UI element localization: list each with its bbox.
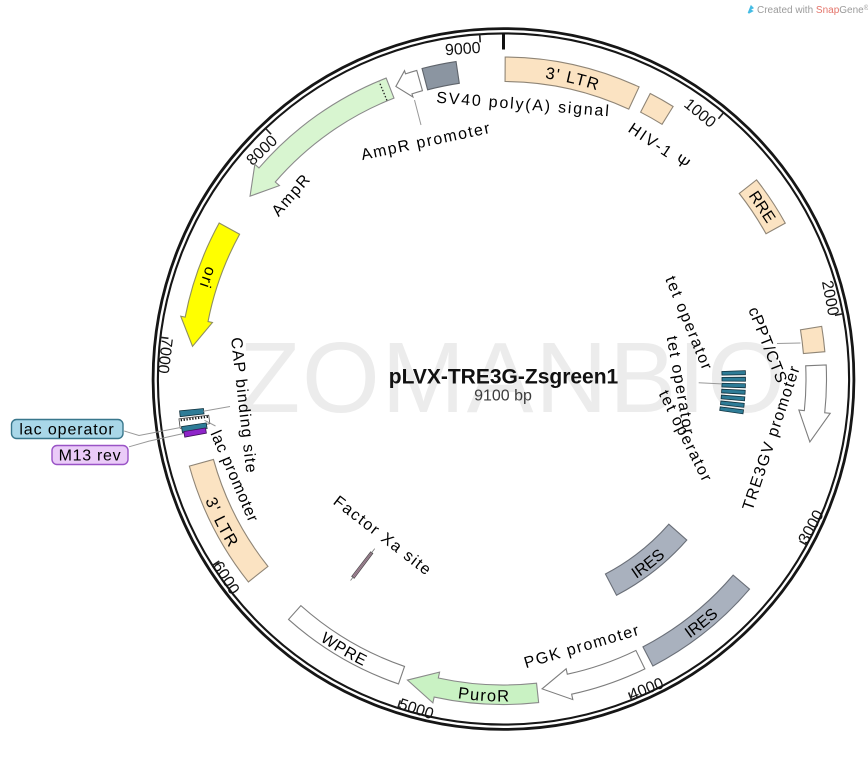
svg-text:AmpR promoter: AmpR promoter [360,120,493,164]
svg-text:M13 rev: M13 rev [59,448,122,465]
svg-text:ori: ori [195,264,218,291]
svg-text:lac operator: lac operator [19,422,114,439]
svg-text:9000: 9000 [445,40,482,59]
svg-text:Factor Xa site: Factor Xa site [330,493,435,580]
svg-text:HIV-1 Ψ: HIV-1 Ψ [625,120,694,174]
svg-text:SV40 poly(A) signal: SV40 poly(A) signal [436,90,612,121]
svg-text:9100 bp: 9100 bp [474,388,532,405]
svg-text:PuroR: PuroR [457,684,510,705]
svg-text:7000: 7000 [154,337,175,374]
svg-text:Created with SnapGene®: Created with SnapGene® [757,4,868,16]
svg-text:3000: 3000 [796,508,828,547]
svg-text:ZOMANBIO: ZOMANBIO [239,322,787,434]
svg-text:1000: 1000 [681,96,719,132]
svg-text:pLVX-TRE3G-Zsgreen1: pLVX-TRE3G-Zsgreen1 [389,366,619,389]
svg-text:2000: 2000 [818,279,841,317]
